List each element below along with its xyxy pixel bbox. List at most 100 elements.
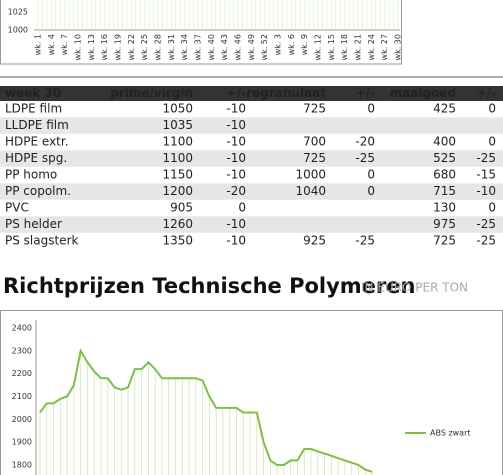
table-header: regranulaat (246, 86, 326, 100)
y-tick-label: 2400 (12, 324, 32, 333)
table-cell: LDPE film (5, 102, 62, 116)
table-header: prime/virgin (110, 86, 193, 100)
table-cell: 725 (303, 151, 326, 165)
table-cell: 1000 (295, 168, 326, 182)
table-cell: 0 (488, 102, 496, 116)
y-tick-label: 1000 (8, 26, 28, 35)
x-tick-label: wk. 24 (367, 34, 376, 60)
x-tick-label: wk. 7 (60, 34, 69, 55)
x-tick-label: wk. 49 (247, 34, 256, 60)
y-tick-label: 2300 (12, 346, 32, 355)
table-header: +/- (356, 86, 375, 100)
row-bg (0, 150, 503, 167)
table-cell: -10 (226, 234, 246, 248)
x-tick-label: wk. 10 (74, 34, 83, 60)
x-tick-label: wk. 4 (47, 34, 56, 55)
x-tick-label: wk. 40 (207, 34, 216, 60)
x-tick-label: wk. 27 (380, 34, 389, 60)
table-cell: 925 (303, 234, 326, 248)
table-cell: 130 (433, 201, 456, 215)
x-tick-label: wk. 15 (327, 34, 336, 60)
table-cell: 1035 (162, 118, 193, 132)
table-cell: 1100 (162, 135, 193, 149)
y-tick-label: 1025 (8, 8, 28, 17)
table-cell: 1150 (162, 168, 193, 182)
table-header: +/- (477, 86, 496, 100)
table-cell: -25 (476, 151, 496, 165)
table-header: +/- (227, 86, 246, 100)
table-cell: 525 (433, 151, 456, 165)
table-cell: 0 (367, 184, 375, 198)
row-bg (0, 216, 503, 233)
x-tick-label: wk. 21 (354, 34, 363, 60)
section-title: Richtprijzen Technische Polymeren (3, 274, 415, 298)
table-cell: 1200 (162, 184, 193, 198)
table-cell: -10 (226, 135, 246, 149)
table-cell: -10 (226, 118, 246, 132)
x-tick-label: wk. 16 (100, 34, 109, 60)
x-tick-label: wk. 46 (234, 34, 243, 60)
y-tick-label: 2200 (12, 369, 32, 378)
table-cell: 905 (170, 201, 193, 215)
table-cell: LLDPE film (5, 118, 69, 132)
table-cell: PS helder (5, 217, 62, 231)
x-tick-label: wk. 25 (140, 34, 149, 60)
table-cell: -25 (476, 234, 496, 248)
x-tick-label: wk. 37 (194, 34, 203, 60)
y-tick-label: 2100 (12, 392, 32, 401)
table-cell: 700 (303, 135, 326, 149)
table-cell: 400 (433, 135, 456, 149)
legend-label: ABS zwart (430, 429, 471, 438)
table-header-bg (0, 86, 503, 101)
top-chart-frame (0, 0, 402, 65)
table-cell: 1050 (162, 102, 193, 116)
table-cell: -10 (226, 168, 246, 182)
table-cell: PP copolm. (5, 184, 71, 198)
x-tick-label: wk. 6 (287, 34, 296, 55)
table-cell: -10 (226, 102, 246, 116)
table-cell: PS slagsterk (5, 234, 78, 248)
x-tick-label: wk. 1 (34, 34, 43, 55)
table-cell: -10 (226, 151, 246, 165)
table-cell: 425 (433, 102, 456, 116)
table-cell: 1260 (162, 217, 193, 231)
row-bg (0, 183, 503, 200)
x-tick-label: wk. 34 (180, 34, 189, 60)
table-cell: 725 (303, 102, 326, 116)
section-subtitle: IN EURO PER TON (361, 281, 468, 295)
x-tick-label: wk. 52 (260, 34, 269, 60)
x-tick-label: wk. 28 (154, 34, 163, 60)
table-cell: 0 (367, 168, 375, 182)
table-header: week 30 (5, 86, 61, 100)
x-tick-label: wk. 18 (340, 34, 349, 60)
table-cell: -20 (226, 184, 246, 198)
table-cell: -10 (226, 217, 246, 231)
row-bg (0, 117, 503, 134)
table-cell: -25 (355, 151, 375, 165)
x-tick-label: wk. 31 (167, 34, 176, 60)
x-tick-label: wk. 9 (300, 34, 309, 55)
x-tick-label: wk. 13 (87, 34, 96, 60)
table-cell: -10 (476, 184, 496, 198)
y-tick-label: 1900 (12, 438, 32, 447)
y-tick-label: 1800 (12, 460, 32, 469)
table-cell: PVC (5, 201, 29, 215)
table-cell: 1100 (162, 151, 193, 165)
x-tick-label: wk. 3 (274, 34, 283, 55)
table-cell: 0 (367, 102, 375, 116)
table-cell: HDPE spg. (5, 151, 67, 165)
table-cell: -20 (355, 135, 375, 149)
table-cell: 1350 (162, 234, 193, 248)
y-tick-label: 2000 (12, 415, 32, 424)
x-tick-label: wk. 22 (127, 34, 136, 60)
table-cell: 680 (433, 168, 456, 182)
x-tick-label: wk. 19 (114, 34, 123, 60)
table-cell: -15 (476, 168, 496, 182)
table-cell: -25 (355, 234, 375, 248)
table-header: maalgoed (390, 86, 456, 100)
table-cell: 1040 (295, 184, 326, 198)
bottom-chart-frame (0, 310, 503, 475)
table-cell: 975 (433, 217, 456, 231)
